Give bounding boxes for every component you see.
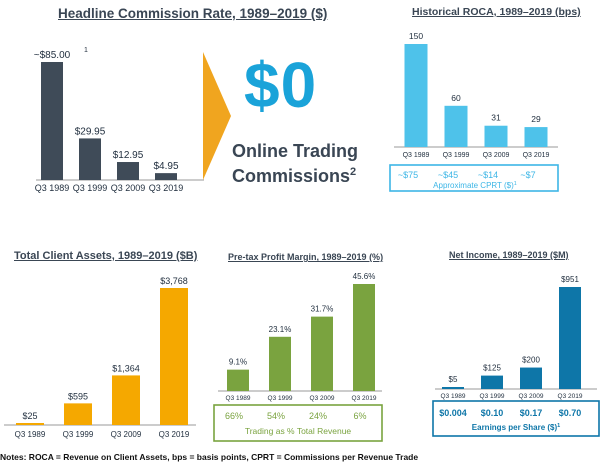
roca-cprt-box bbox=[389, 164, 559, 192]
roca-value-label: 29 bbox=[531, 114, 541, 124]
headline-bar bbox=[79, 138, 101, 180]
income-category-label: Q3 1999 bbox=[480, 393, 505, 400]
assets-value-label: $3,768 bbox=[160, 276, 188, 286]
zero-commission-value: $0 bbox=[244, 49, 318, 121]
margin-trading-box bbox=[213, 404, 383, 442]
roca-value-label: 31 bbox=[491, 113, 501, 123]
income-chart: $5 Q3 1989 $125 Q3 1999 $200 Q3 2009 $951 Q3 20… bbox=[432, 275, 600, 437]
margin-category-label: Q3 1989 bbox=[226, 395, 251, 402]
roca-category-label: Q3 1999 bbox=[443, 152, 470, 159]
income-category-label: Q3 2019 bbox=[558, 393, 583, 400]
assets-bar bbox=[160, 288, 188, 425]
roca-bar bbox=[444, 105, 468, 147]
headline-footnote: 1 bbox=[84, 47, 88, 54]
income-value-label: $200 bbox=[522, 356, 540, 365]
margin-bar bbox=[269, 336, 291, 391]
assets-value-label: $1,364 bbox=[112, 363, 140, 373]
assets-bar bbox=[112, 375, 140, 425]
notes-footnote: Notes: ROCA = Revenue on Client Assets, … bbox=[0, 452, 419, 462]
income-category-label: Q3 1989 bbox=[441, 393, 466, 400]
roca-box-caption: Approximate CPRT ($)1 bbox=[433, 181, 517, 190]
headline-value-label: $12.95 bbox=[113, 150, 144, 161]
assets-category-label: Q3 2019 bbox=[159, 430, 190, 439]
margin-value-label: 23.1% bbox=[269, 325, 292, 334]
margin-box-value: 24% bbox=[309, 411, 327, 421]
margin-box-value: 66% bbox=[225, 411, 243, 421]
assets-title: Total Client Assets, 1989–2019 ($B) bbox=[14, 250, 198, 262]
margin-value-label: 31.7% bbox=[311, 305, 334, 314]
headline-bar bbox=[41, 62, 63, 180]
headline-category-label: Q3 2019 bbox=[149, 183, 184, 193]
roca-category-label: Q3 2009 bbox=[483, 152, 510, 159]
roca-box-value: ~$7 bbox=[520, 170, 535, 180]
assets-value-label: $25 bbox=[22, 411, 37, 421]
assets-value-label: $595 bbox=[68, 391, 88, 401]
income-bar bbox=[442, 387, 464, 389]
roca-box-value: ~$14 bbox=[478, 170, 498, 180]
headline-value-label: ~$85.00 bbox=[34, 50, 71, 61]
income-value-label: $951 bbox=[561, 275, 579, 284]
headline-category-label: Q3 1999 bbox=[73, 183, 108, 193]
income-box-value: $0.17 bbox=[520, 408, 543, 418]
margin-title: Pre-tax Profit Margin, 1989–2019 (%) bbox=[228, 252, 384, 262]
roca-category-label: Q3 2019 bbox=[523, 152, 550, 159]
income-eps-box bbox=[432, 400, 600, 437]
roca-box-value: ~$45 bbox=[438, 170, 458, 180]
roca-bar bbox=[484, 125, 508, 147]
roca-bar bbox=[404, 44, 428, 147]
roca-category-label: Q3 1989 bbox=[403, 152, 430, 159]
assets-bar bbox=[16, 423, 44, 425]
online-trading-line2: Commissions2 bbox=[232, 162, 360, 187]
income-box-caption: Earnings per Share ($)1 bbox=[472, 423, 560, 432]
headline-value-label: $29.95 bbox=[75, 126, 106, 137]
income-bar bbox=[481, 375, 503, 389]
margin-value-label: 9.1% bbox=[229, 358, 247, 367]
income-box-value: $0.004 bbox=[439, 408, 467, 418]
headline-category-label: Q3 2009 bbox=[111, 183, 146, 193]
margin-box-value: 6% bbox=[353, 411, 366, 421]
income-value-label: $5 bbox=[449, 375, 458, 384]
income-box-value: $0.70 bbox=[559, 408, 582, 418]
margin-category-label: Q3 1999 bbox=[268, 395, 293, 402]
online-trading-line1: Online Trading bbox=[232, 141, 359, 161]
assets-category-label: Q3 1989 bbox=[15, 430, 46, 439]
headline-category-label: Q3 1989 bbox=[35, 183, 70, 193]
headline-chart: ~$85.00 Q3 1989 $29.95 Q3 1999 $12.95 Q3 2009… bbox=[34, 47, 204, 193]
roca-value-label: 150 bbox=[409, 31, 423, 41]
headline-bar bbox=[155, 173, 177, 180]
online-trading-word: Commissions bbox=[232, 166, 351, 186]
headline-bar bbox=[117, 162, 139, 180]
roca-title: Historical ROCA, 1989–2019 (bps) bbox=[412, 6, 581, 18]
income-category-label: Q3 2009 bbox=[519, 393, 544, 400]
income-bar bbox=[520, 367, 542, 389]
margin-box-caption: Trading as % Total Revenue bbox=[245, 426, 352, 436]
income-box-value: $0.10 bbox=[481, 408, 504, 418]
margin-bar bbox=[227, 369, 249, 391]
assets-chart: $25 Q3 1989 $595 Q3 1999 $1,364 Q3 2009 $3,768… bbox=[4, 276, 196, 439]
margin-box-value: 54% bbox=[267, 411, 285, 421]
margin-category-label: Q3 2019 bbox=[352, 395, 377, 402]
margin-bar bbox=[353, 284, 375, 391]
online-trading-label: Online Trading Commissions2 bbox=[232, 141, 360, 187]
margin-value-label: 45.6% bbox=[353, 272, 376, 281]
assets-bar bbox=[64, 403, 92, 425]
online-trading-sup: 2 bbox=[350, 166, 357, 178]
margin-chart: 9.1% Q3 1989 23.1% Q3 1999 31.7% Q3 2009 45.6%… bbox=[213, 272, 383, 442]
margin-bar bbox=[311, 316, 333, 391]
roca-bar bbox=[524, 127, 548, 147]
roca-chart: 150 Q3 1989 60 Q3 1999 31 Q3 2009 29 Q3 2019 ~$… bbox=[389, 31, 559, 192]
margin-category-label: Q3 2009 bbox=[310, 395, 335, 402]
assets-category-label: Q3 2009 bbox=[111, 430, 142, 439]
roca-value-label: 60 bbox=[451, 93, 461, 103]
assets-category-label: Q3 1999 bbox=[63, 430, 94, 439]
income-bar bbox=[559, 287, 581, 389]
roca-box-value: ~$75 bbox=[398, 170, 418, 180]
headline-value-label: $4.95 bbox=[153, 161, 178, 172]
headline-title: Headline Commission Rate, 1989–2019 ($) bbox=[58, 6, 328, 21]
income-value-label: $125 bbox=[483, 364, 501, 373]
income-title: Net Income, 1989–2019 ($M) bbox=[449, 250, 569, 260]
chevron-arrow-icon bbox=[203, 52, 231, 180]
